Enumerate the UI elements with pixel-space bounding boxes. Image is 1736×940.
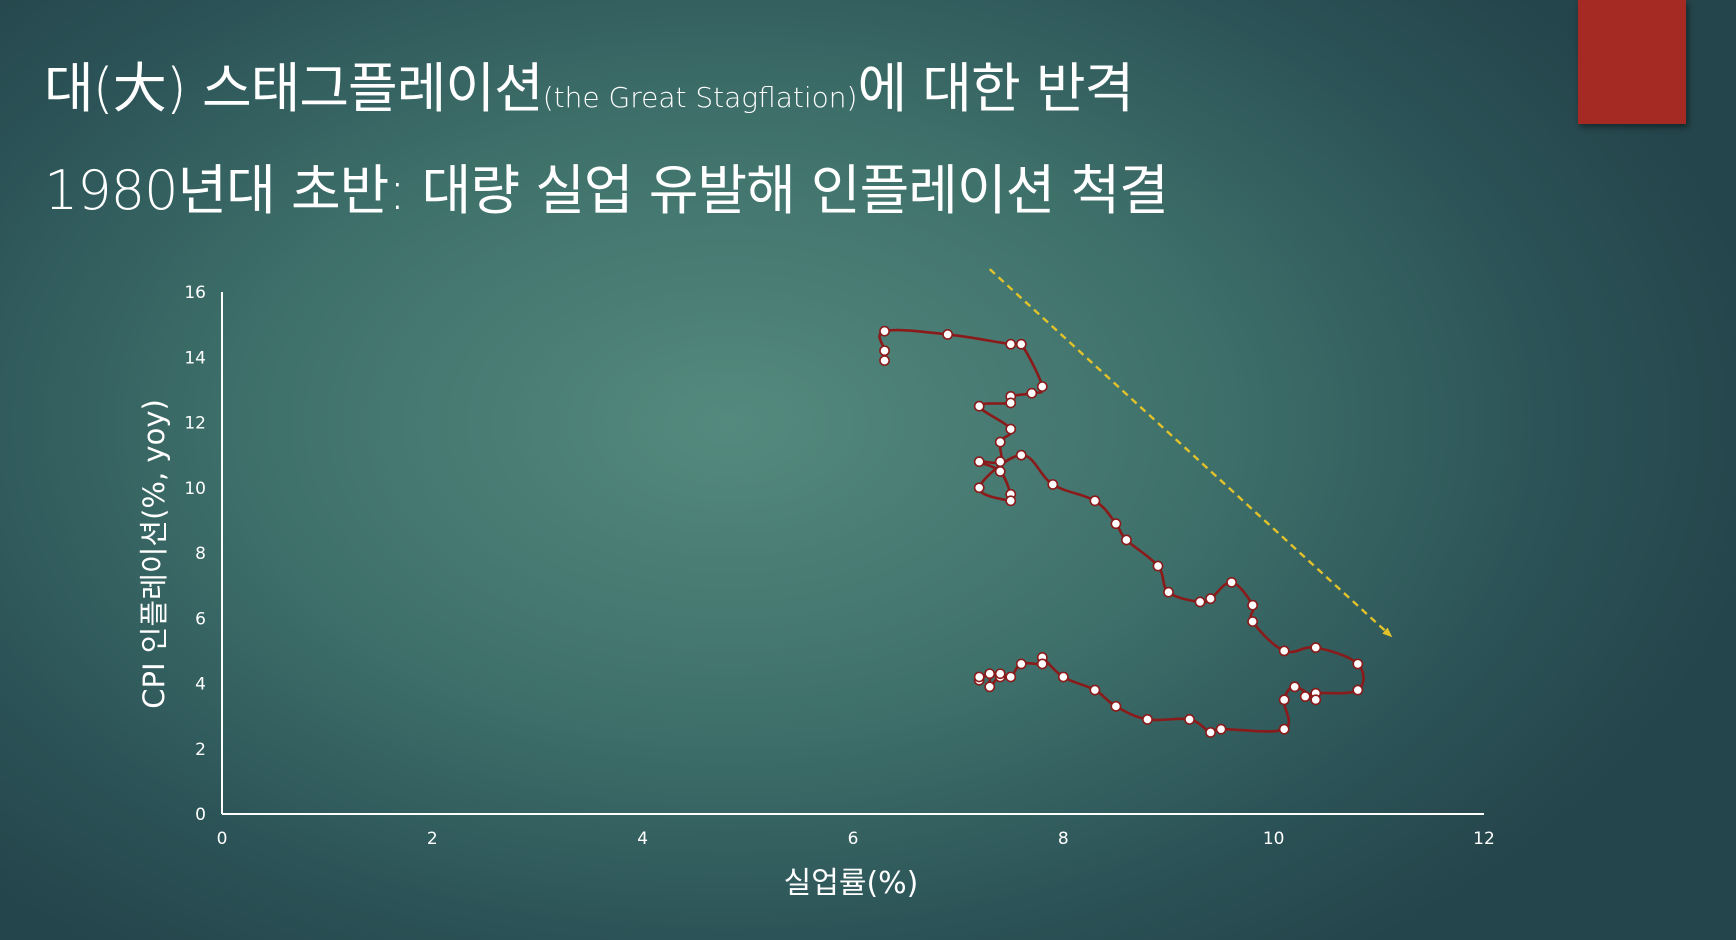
x-tick-label: 6 bbox=[848, 829, 859, 849]
data-point bbox=[1299, 691, 1311, 702]
data-point bbox=[1047, 479, 1059, 490]
data-point bbox=[1057, 671, 1069, 683]
trend-arrow-line bbox=[988, 268, 1393, 638]
chart-axes bbox=[221, 292, 1484, 815]
data-point bbox=[1015, 658, 1027, 670]
chart-tick-labels: 0 2 4 6 8 10 12 0 2 4 6 8 10 12 14 16 bbox=[184, 283, 1494, 849]
data-point bbox=[1026, 387, 1038, 399]
y-tick-label: 0 bbox=[195, 805, 206, 825]
y-tick-label: 2 bbox=[195, 740, 206, 760]
data-point bbox=[1226, 576, 1237, 588]
data-point bbox=[1247, 616, 1259, 627]
data-point bbox=[1278, 645, 1290, 657]
data-point bbox=[1015, 449, 1027, 461]
data-point bbox=[1352, 658, 1364, 670]
x-tick-label: 8 bbox=[1058, 829, 1069, 849]
data-point bbox=[1310, 694, 1322, 706]
y-tick-label: 10 bbox=[184, 479, 206, 499]
data-point bbox=[1005, 423, 1017, 435]
x-tick-label: 10 bbox=[1263, 829, 1285, 849]
data-point bbox=[1005, 495, 1017, 507]
data-point bbox=[879, 345, 890, 357]
data-point bbox=[984, 668, 996, 680]
data-point bbox=[1352, 684, 1364, 696]
slide-title-main: 대(大) 스태그플레이션 bbox=[44, 57, 544, 120]
y-axis-label: CPI 인플레이션(%, yoy) bbox=[137, 399, 171, 709]
data-point bbox=[994, 436, 1006, 448]
data-point bbox=[1142, 713, 1153, 725]
y-tick-label: 16 bbox=[184, 283, 206, 303]
y-tick-label: 8 bbox=[195, 544, 206, 564]
data-point bbox=[1121, 534, 1132, 546]
data-point bbox=[1215, 723, 1227, 735]
x-tick-label: 12 bbox=[1473, 829, 1495, 849]
data-point bbox=[1184, 713, 1195, 725]
data-point bbox=[973, 482, 985, 494]
data-point bbox=[973, 400, 985, 412]
data-point bbox=[1205, 727, 1216, 738]
data-point bbox=[984, 681, 996, 693]
data-point bbox=[1194, 596, 1206, 608]
data-point bbox=[1278, 723, 1290, 735]
data-point bbox=[942, 329, 954, 340]
x-tick-label: 4 bbox=[637, 829, 648, 849]
chart-series bbox=[878, 328, 1365, 735]
chart-points bbox=[879, 325, 1364, 738]
slide-subtitle: 1980년대 초반: 대량 실업 유발해 인플레이션 척결 bbox=[44, 159, 1169, 222]
data-point bbox=[994, 456, 1006, 468]
data-point bbox=[1310, 642, 1322, 654]
slide-title: 대(大) 스태그플레이션(the Great Stagflation)에 대한 … bbox=[44, 44, 1134, 123]
data-point bbox=[1005, 338, 1017, 350]
y-tick-label: 14 bbox=[184, 348, 206, 368]
data-point bbox=[973, 671, 985, 683]
data-point bbox=[1163, 586, 1174, 598]
data-point bbox=[1110, 518, 1122, 530]
data-point bbox=[1152, 560, 1164, 572]
data-point bbox=[1278, 694, 1290, 706]
slide-title-english: (the Great Stagflation) bbox=[542, 81, 858, 114]
slide-title-tail: 에 대한 반격 bbox=[857, 57, 1134, 120]
data-point bbox=[1110, 700, 1122, 712]
data-point bbox=[879, 355, 890, 366]
data-point bbox=[1089, 684, 1101, 696]
y-tick-label: 12 bbox=[184, 414, 206, 434]
data-point bbox=[1005, 397, 1017, 409]
data-point bbox=[1205, 593, 1216, 605]
y-tick-label: 6 bbox=[195, 609, 206, 629]
data-point bbox=[1036, 381, 1048, 393]
data-point bbox=[994, 668, 1006, 680]
data-point bbox=[994, 466, 1006, 477]
data-point bbox=[1247, 599, 1259, 611]
data-point bbox=[1289, 681, 1301, 693]
accent-block bbox=[1578, 0, 1686, 124]
data-point bbox=[1036, 658, 1048, 670]
data-point bbox=[879, 325, 890, 337]
x-tick-label: 2 bbox=[427, 829, 438, 849]
series-line bbox=[878, 328, 1365, 735]
data-point bbox=[1089, 495, 1101, 507]
data-point bbox=[973, 456, 985, 468]
data-point bbox=[1005, 671, 1017, 683]
x-tick-label: 0 bbox=[217, 829, 228, 849]
x-axis-label: 실업률(%) bbox=[784, 866, 919, 901]
data-point bbox=[1015, 338, 1027, 350]
trend-arrow bbox=[988, 268, 1393, 638]
y-tick-label: 4 bbox=[195, 675, 206, 695]
